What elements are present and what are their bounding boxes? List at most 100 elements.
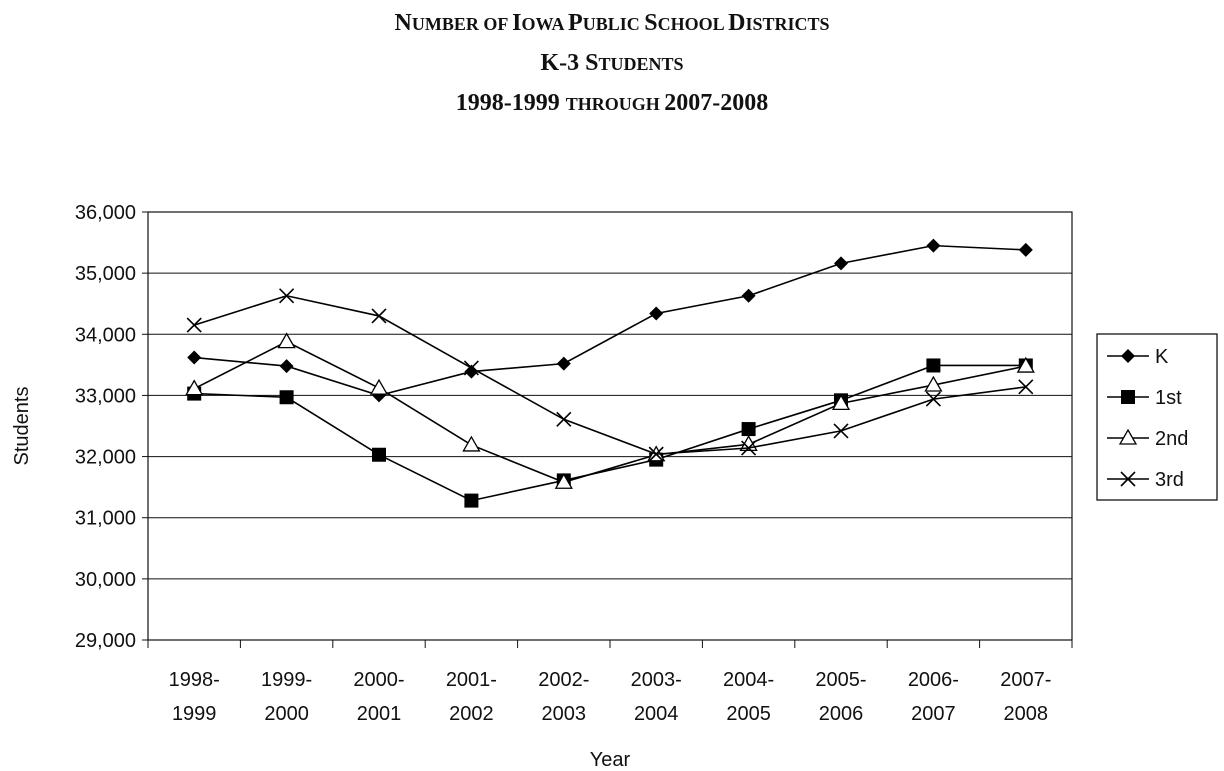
title-segment: UBLIC [583,14,645,34]
legend-marker-1st [1121,390,1135,404]
data-point-k [279,359,294,374]
title-line-3: 1998-1999 THROUGH 2007-2008 [456,90,769,116]
legend-marker-k [1121,349,1135,363]
data-point-3rd [279,288,295,304]
data-point-1st [741,422,756,437]
series-line-2nd [193,340,1026,484]
x-tick-label: 2001- [446,669,497,691]
legend-entry-3rd: 3rd [1107,469,1184,491]
legend-entry-k: K [1107,346,1169,368]
x-axis-label: Year [590,749,631,771]
data-point-k [464,364,479,379]
title-segment: K-3 S [540,50,598,76]
x-tick-label: 2003- [631,669,682,691]
title-line-1: NUMBER OF IOWA PUBLIC SCHOOL DISTRICTS [395,10,830,36]
x-tick-label: 2000- [353,669,404,691]
x-tick-label: 2000 [264,703,309,725]
x-tick-label: 1999 [172,703,217,725]
series-2nd [185,332,1035,489]
data-point-k [649,306,664,321]
legend-label: 2nd [1155,428,1188,450]
x-tick-label: 2002- [538,669,589,691]
x-tick-label: 1999- [261,669,312,691]
data-point-2nd [185,379,204,396]
x-tick-label: 2002 [449,703,494,725]
data-point-3rd [741,440,757,456]
data-point-3rd [925,391,941,407]
x-tick-label: 2006- [908,669,959,691]
y-tick-label: 31,000 [75,508,136,530]
y-tick-label: 36,000 [75,202,136,224]
title-segment: 2007-2008 [664,90,768,116]
data-point-k [741,288,756,303]
data-point-2nd [462,435,481,452]
data-point-1st [279,390,294,405]
legend: K 1st 2nd 3rd [1096,333,1218,501]
y-axis: 29,000 30,000 31,000 32,000 33,000 34,000 35,0… [75,202,148,652]
y-tick-label: 33,000 [75,385,136,407]
series-line-k [194,244,1026,397]
x-tick-label: 2003 [542,703,587,725]
data-point-2nd [369,378,389,395]
chart-title: NUMBER OF IOWA PUBLIC SCHOOL DISTRICTS K-… [395,10,830,116]
series-3rd [186,288,1034,462]
x-tick-label: 2005- [815,669,866,691]
data-point-k [187,350,202,365]
data-point-k [556,356,571,371]
x-tick-label: 2004- [723,669,774,691]
data-point-2nd [924,375,943,392]
legend-label: 1st [1155,387,1182,409]
y-tick-label: 32,000 [75,447,136,469]
data-point-2nd [554,472,573,489]
x-tick-label: 2008 [1004,703,1049,725]
data-point-2nd [831,394,851,411]
y-tick-label: 29,000 [75,630,136,652]
legend-box [1096,333,1218,501]
y-tick-label: 30,000 [75,569,136,591]
x-tick-label: 2001 [357,703,402,725]
plot-area-frame [147,211,1073,641]
x-tick-label: 2007 [911,703,956,725]
title-segment: CHOOL [658,14,729,34]
data-point-k [926,238,941,253]
data-point-3rd [463,360,479,376]
legend-entry-2nd: 2nd [1107,428,1188,450]
title-segment: ISTRICTS [745,14,829,34]
title-segment: S [644,10,657,36]
x-tick-label: 2006 [819,703,864,725]
legend-marker-2nd [1118,428,1138,445]
y-tick-label: 35,000 [75,263,136,285]
data-point-1st [372,447,386,462]
x-tick-label: 1998- [169,669,220,691]
legend-label: K [1155,346,1169,368]
title-segment: OWA [522,14,569,34]
x-tick-label: 2007- [1000,669,1051,691]
x-tick-label: 2005 [726,703,771,725]
title-segment: UMBER OF [412,14,512,34]
series-lines [185,238,1035,508]
data-point-3rd [648,446,664,462]
data-point-3rd [556,411,572,427]
data-point-1st [926,358,941,373]
data-point-2nd [277,332,296,349]
y-axis-label: Students [11,387,33,466]
data-point-1st [464,493,479,508]
data-point-2nd [1016,356,1035,373]
title-segment: THROUGH [566,94,665,114]
legend-entry-1st: 1st [1107,387,1182,409]
title-line-2: K-3 STUDENTS [540,50,683,76]
data-point-3rd [186,317,202,333]
data-point-3rd [1018,379,1034,395]
title-segment: D [728,10,745,36]
x-tick-label: 2004 [634,703,679,725]
series-line-3rd [193,294,1026,455]
data-point-k [1018,242,1033,257]
title-segment: P [568,10,583,36]
data-point-k [834,256,848,271]
data-point-3rd [833,423,849,439]
series-k [187,238,1033,403]
series-1st [187,358,1033,508]
title-segment: I [512,10,521,36]
title-segment: TUDENTS [598,54,683,74]
